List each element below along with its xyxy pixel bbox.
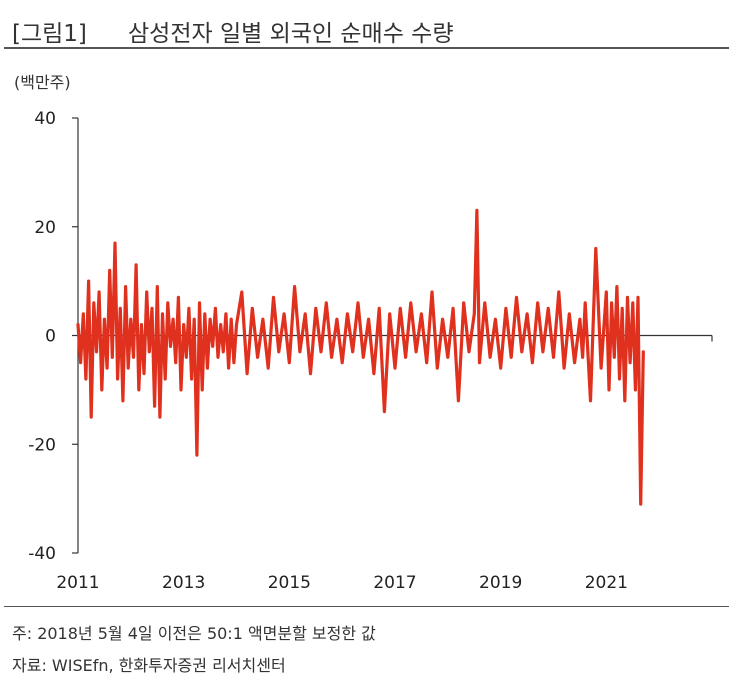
- x-tick-label: 2017: [373, 573, 416, 593]
- chart-title: 삼성전자 일별 외국인 순매수 수량: [128, 21, 454, 47]
- footnote: 주: 2018년 5월 4일 이전은 50:1 액면분할 보정한 값: [12, 624, 376, 643]
- y-tick-label: 20: [34, 218, 56, 238]
- x-tick-label: 2011: [56, 573, 99, 593]
- y-axis-unit-label: (백만주): [14, 73, 71, 92]
- chart-series-layer: [76, 208, 645, 506]
- x-tick-label: 2021: [585, 573, 628, 593]
- title-divider: [4, 47, 729, 49]
- x-tick-label: 2019: [479, 573, 522, 593]
- source-note: 자료: WISEfn, 한화투자증권 리서치센터: [12, 656, 286, 675]
- title-row: [그림1] 삼성전자 일별 외국인 순매수 수량: [4, 10, 729, 47]
- figure-label: [그림1]: [12, 21, 87, 47]
- series-line-0: [76, 208, 645, 506]
- x-tick-label: 2013: [162, 573, 205, 593]
- x-tick-label: 2015: [268, 573, 311, 593]
- footer-divider: [4, 606, 729, 607]
- y-tick-label: -40: [28, 544, 56, 564]
- y-tick-label: 40: [34, 109, 56, 129]
- y-tick-label: -20: [28, 435, 56, 455]
- y-tick-label: 0: [45, 327, 56, 347]
